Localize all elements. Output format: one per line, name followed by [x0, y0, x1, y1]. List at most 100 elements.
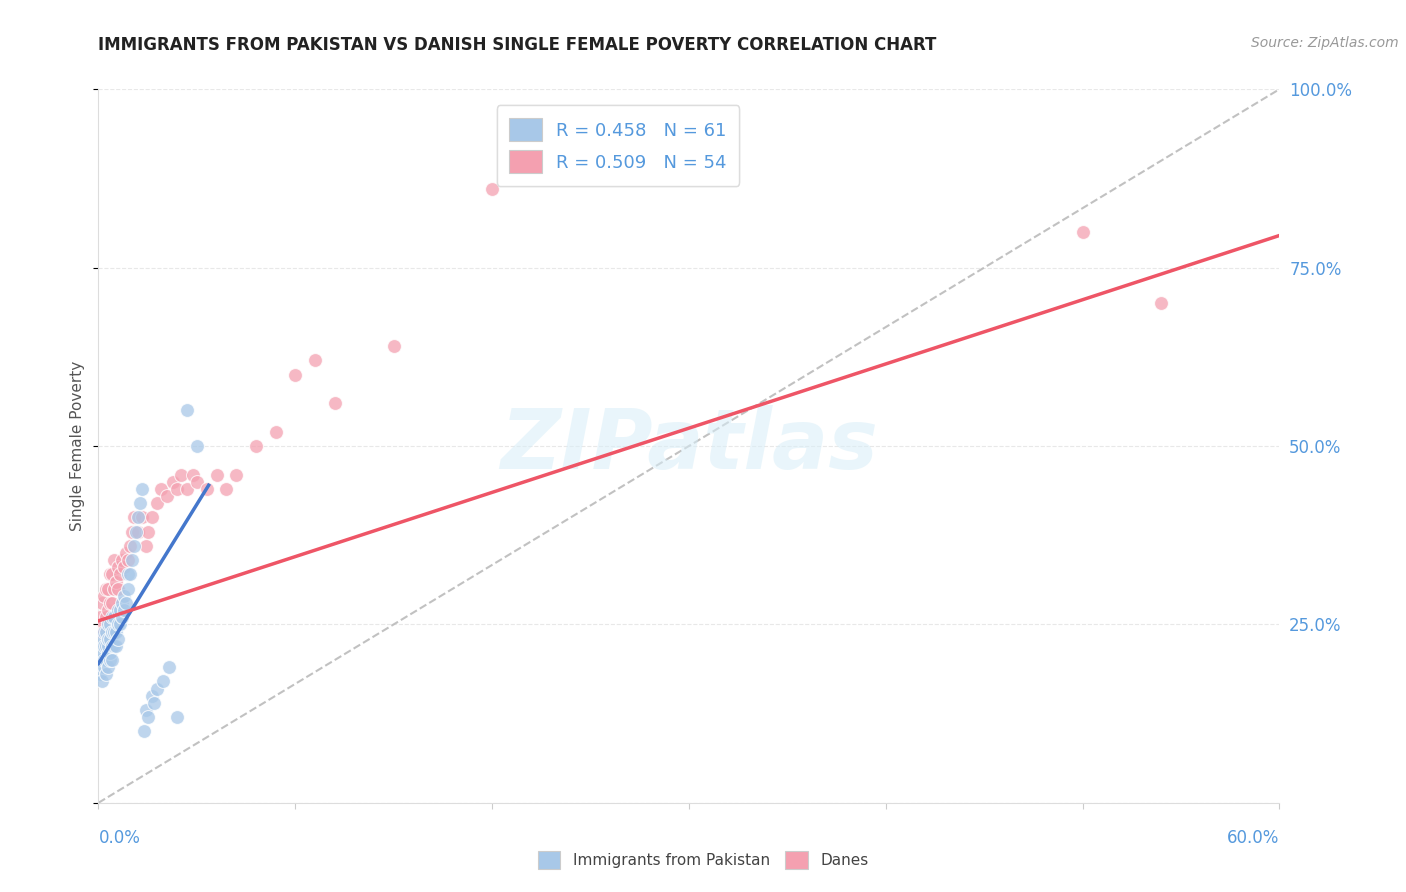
Point — [108, 617, 131, 632]
Point — [91, 646, 114, 660]
Point — [118, 539, 141, 553]
Point — [101, 639, 124, 653]
Point — [103, 624, 125, 639]
Point — [107, 617, 129, 632]
Point — [101, 596, 124, 610]
Point — [142, 696, 165, 710]
Point — [166, 710, 188, 724]
Point — [101, 653, 124, 667]
Y-axis label: Single Female Poverty: Single Female Poverty — [70, 361, 86, 531]
Point — [186, 475, 208, 489]
Point — [117, 553, 139, 567]
Point — [131, 510, 153, 524]
Point — [157, 660, 180, 674]
Point — [115, 546, 138, 560]
Text: ZIPatlas: ZIPatlas — [501, 406, 877, 486]
Point — [162, 475, 184, 489]
Point — [107, 560, 129, 574]
Point — [152, 674, 174, 689]
Point — [205, 467, 228, 482]
Point — [1071, 225, 1094, 239]
Point — [284, 368, 307, 382]
Point — [98, 653, 121, 667]
Point — [108, 603, 131, 617]
Point — [96, 610, 118, 624]
Point — [141, 689, 163, 703]
Point — [97, 617, 120, 632]
Point — [93, 653, 115, 667]
Point — [136, 710, 159, 724]
Point — [98, 632, 121, 646]
Point — [105, 639, 128, 653]
Point — [96, 624, 118, 639]
Point — [96, 653, 118, 667]
Point — [156, 489, 179, 503]
Point — [97, 582, 120, 596]
Text: 60.0%: 60.0% — [1227, 829, 1279, 847]
Point — [186, 439, 208, 453]
Point — [111, 610, 134, 624]
Point — [107, 582, 129, 596]
Point — [127, 510, 149, 524]
Point — [132, 724, 155, 739]
Point — [323, 396, 346, 410]
Point — [215, 482, 238, 496]
Point — [135, 703, 157, 717]
Point — [245, 439, 267, 453]
Point — [107, 632, 129, 646]
Point — [146, 681, 169, 696]
Point — [127, 524, 149, 539]
Point — [1150, 296, 1173, 310]
Point — [122, 510, 145, 524]
Point — [103, 610, 125, 624]
Point — [89, 667, 111, 681]
Point — [481, 182, 503, 196]
Point — [121, 553, 143, 567]
Point — [108, 567, 131, 582]
Point — [181, 467, 204, 482]
Point — [121, 524, 143, 539]
Point — [122, 539, 145, 553]
Point — [93, 617, 115, 632]
Point — [96, 639, 118, 653]
Point — [166, 482, 188, 496]
Point — [304, 353, 326, 368]
Point — [93, 589, 115, 603]
Point — [170, 467, 193, 482]
Point — [225, 467, 247, 482]
Point — [117, 582, 139, 596]
Point — [91, 632, 114, 646]
Point — [97, 660, 120, 674]
Point — [264, 425, 287, 439]
Point — [146, 496, 169, 510]
Point — [97, 603, 120, 617]
Point — [176, 482, 198, 496]
Point — [97, 646, 120, 660]
Point — [91, 596, 114, 610]
Point — [101, 610, 124, 624]
Point — [112, 603, 135, 617]
Text: Source: ZipAtlas.com: Source: ZipAtlas.com — [1251, 36, 1399, 50]
Point — [579, 139, 602, 153]
Point — [105, 624, 128, 639]
Point — [125, 524, 148, 539]
Text: IMMIGRANTS FROM PAKISTAN VS DANISH SINGLE FEMALE POVERTY CORRELATION CHART: IMMIGRANTS FROM PAKISTAN VS DANISH SINGL… — [98, 36, 936, 54]
Point — [103, 553, 125, 567]
Point — [98, 567, 121, 582]
Point — [150, 482, 173, 496]
Point — [89, 610, 111, 624]
Point — [135, 539, 157, 553]
Point — [141, 510, 163, 524]
Point — [101, 624, 124, 639]
Point — [96, 582, 118, 596]
Point — [91, 674, 114, 689]
Point — [93, 624, 115, 639]
Point — [118, 567, 141, 582]
Point — [111, 553, 134, 567]
Point — [112, 589, 135, 603]
Point — [98, 646, 121, 660]
Point — [97, 639, 120, 653]
Point — [136, 524, 159, 539]
Legend: R = 0.458   N = 61, R = 0.509   N = 54: R = 0.458 N = 61, R = 0.509 N = 54 — [496, 105, 740, 186]
Point — [128, 496, 150, 510]
